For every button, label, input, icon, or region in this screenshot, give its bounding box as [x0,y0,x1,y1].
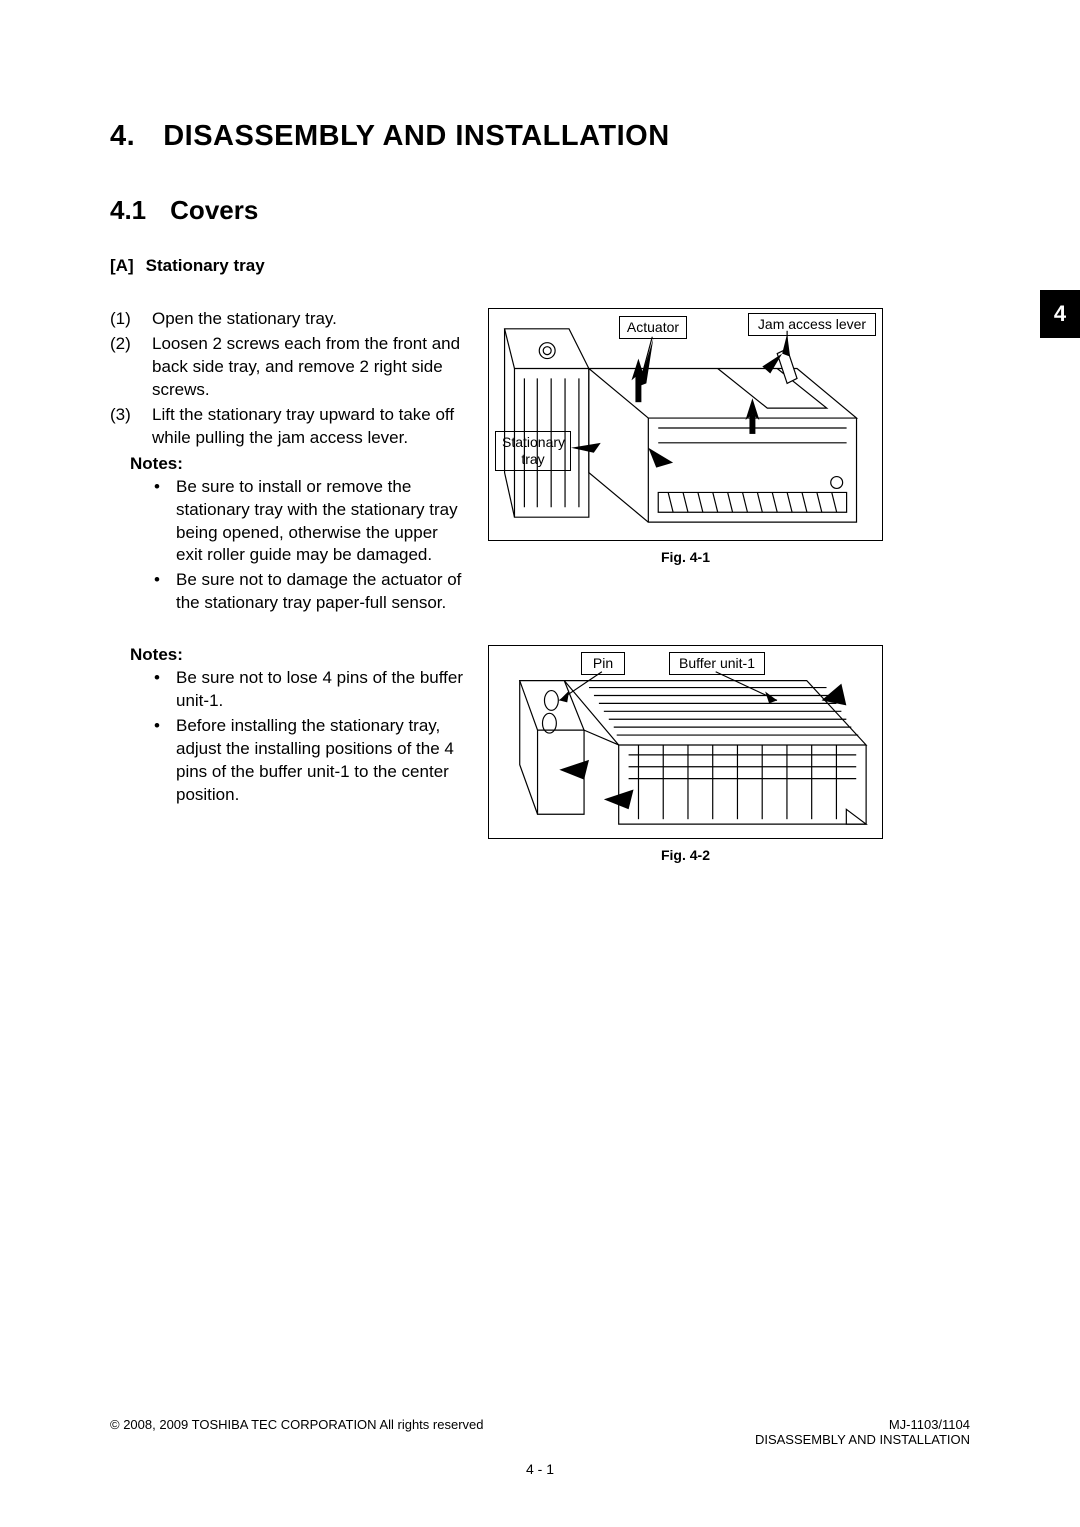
notes-block-2: Notes: • Be sure not to lose 4 pins of t… [130,645,468,807]
section-title-text: Covers [170,195,258,225]
step-item: (1) Open the stationary tray. [110,308,468,331]
notes-list-1: • Be sure to install or remove the stati… [154,476,468,616]
section-number: 4.1 [110,195,146,226]
step-number: (3) [110,404,152,450]
figure-column-2: Pin Buffer unit-1 [488,645,883,863]
footer-model: MJ-1103/1104 [755,1417,970,1432]
figure-2-caption: Fig. 4-2 [488,847,883,863]
note-item: • Be sure to install or remove the stati… [154,476,468,568]
step-number: (2) [110,333,152,402]
page-footer: © 2008, 2009 TOSHIBA TEC CORPORATION All… [110,1417,970,1477]
step-item: (2) Loosen 2 screws each from the front … [110,333,468,402]
note-item: • Be sure not to lose 4 pins of the buff… [154,667,468,713]
step-text: Loosen 2 screws each from the front and … [152,333,468,402]
note-item: • Be sure not to damage the actuator of … [154,569,468,615]
notes-list-2: • Be sure not to lose 4 pins of the buff… [154,667,468,807]
figure-2-illustration [489,646,882,838]
subsection-heading: [A] Stationary tray [110,256,970,276]
text-column-2: Notes: • Be sure not to lose 4 pins of t… [110,645,468,863]
subsection-title: Stationary tray [146,256,265,275]
step-item: (3) Lift the stationary tray upward to t… [110,404,468,450]
bullet-icon: • [154,476,176,568]
step-text: Open the stationary tray. [152,308,468,331]
chapter-title-text: DISASSEMBLY AND INSTALLATION [163,120,670,152]
subsection-label: [A] [110,256,134,276]
content-row-2: Notes: • Be sure not to lose 4 pins of t… [110,645,970,863]
footer-line: © 2008, 2009 TOSHIBA TEC CORPORATION All… [110,1417,970,1447]
bullet-icon: • [154,569,176,615]
note-text: Before installing the stationary tray, a… [176,715,468,807]
figure-1-caption: Fig. 4-1 [488,549,883,565]
steps-list: (1) Open the stationary tray. (2) Loosen… [110,308,468,450]
bullet-icon: • [154,667,176,713]
section-heading: 4.1 Covers [110,195,970,226]
note-text: Be sure not to damage the actuator of th… [176,569,468,615]
notes-block-1: Notes: • Be sure to install or remove th… [130,454,468,616]
page-number: 4 - 1 [110,1461,970,1477]
figure-column-1: Actuator Jam access lever Stationary tra… [488,308,883,617]
footer-copyright: © 2008, 2009 TOSHIBA TEC CORPORATION All… [110,1417,483,1447]
step-text: Lift the stationary tray upward to take … [152,404,468,450]
notes-heading: Notes: [130,645,468,665]
note-text: Be sure not to lose 4 pins of the buffer… [176,667,468,713]
chapter-number: 4. [110,120,135,153]
figure-1-illustration [489,309,882,540]
chapter-heading: 4. DISASSEMBLY AND INSTALLATION [110,120,970,153]
notes-heading: Notes: [130,454,468,474]
text-column-1: (1) Open the stationary tray. (2) Loosen… [110,308,468,617]
step-number: (1) [110,308,152,331]
content-row-1: (1) Open the stationary tray. (2) Loosen… [110,308,970,617]
note-text: Be sure to install or remove the station… [176,476,468,568]
note-item: • Before installing the stationary tray,… [154,715,468,807]
bullet-icon: • [154,715,176,807]
footer-right: MJ-1103/1104 DISASSEMBLY AND INSTALLATIO… [755,1417,970,1447]
page-content: 4. DISASSEMBLY AND INSTALLATION 4.1 Covers… [0,0,1080,1527]
figure-2-box: Pin Buffer unit-1 [488,645,883,839]
footer-section: DISASSEMBLY AND INSTALLATION [755,1432,970,1447]
figure-1-box: Actuator Jam access lever Stationary tra… [488,308,883,541]
